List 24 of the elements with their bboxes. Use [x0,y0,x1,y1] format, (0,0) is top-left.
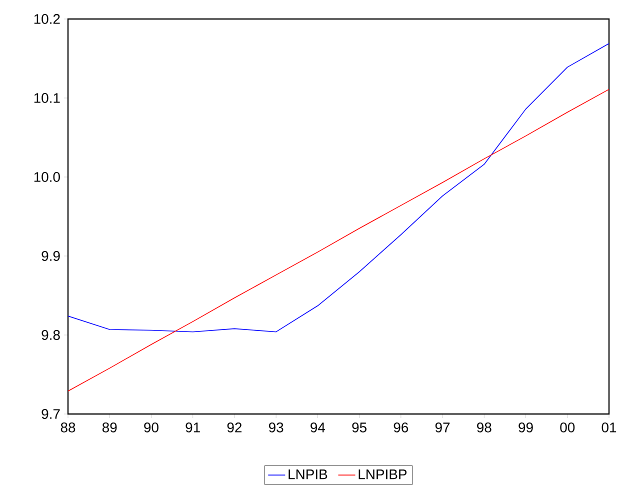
legend-label: LNPIB [288,470,328,480]
x-tick-label: 91 [186,422,200,432]
legend-label: LNPIBP [358,470,407,480]
x-tick-label: 92 [227,422,242,432]
x-tick-label: 98 [477,422,492,432]
x-tick-label: 00 [560,422,575,432]
x-tick-label: 01 [602,422,616,432]
y-tick-label: 10.1 [34,93,60,103]
x-tick-label: 97 [435,422,450,432]
x-tick-label: 93 [268,422,284,432]
x-tick-label: 99 [518,422,533,432]
y-tick-label: 10.2 [34,14,60,24]
x-tick-label: 89 [102,422,117,432]
x-tick-label: 94 [310,422,326,432]
x-tick-label: 96 [394,422,408,432]
line-series [68,43,610,332]
y-tick-label: 9.8 [42,330,60,340]
y-tick-label: 9.7 [42,409,60,419]
x-tick-label: 90 [144,422,158,432]
x-tick-label: 95 [352,422,366,432]
line-series [68,88,610,392]
x-tick-label: 88 [60,422,76,432]
y-tick-label: 10.0 [34,172,60,182]
y-tick-label: 9.9 [42,251,60,261]
